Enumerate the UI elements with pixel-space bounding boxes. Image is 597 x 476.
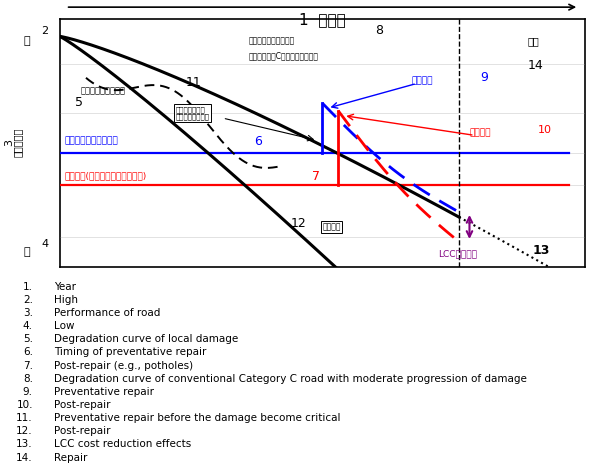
Text: 10: 10 [538, 125, 552, 135]
Text: 6.: 6. [23, 347, 33, 357]
Text: 2.: 2. [23, 295, 33, 305]
Text: 8: 8 [375, 24, 383, 37]
Text: Timing of preventative repair: Timing of preventative repair [54, 347, 206, 357]
Text: 13.: 13. [16, 439, 33, 449]
Text: 4.: 4. [23, 321, 33, 331]
Text: 局部損傷の劣化曲線: 局部損傷の劣化曲線 [81, 86, 126, 95]
Text: 7.: 7. [23, 360, 33, 370]
Text: Repair: Repair [54, 453, 87, 463]
Text: 損傷の進行が緩やかな: 損傷の進行が緩やかな [249, 37, 295, 46]
Text: Post-repair (e.g., potholes): Post-repair (e.g., potholes) [54, 360, 193, 370]
Text: 低: 低 [23, 247, 30, 257]
Text: LCC削減効果: LCC削減効果 [438, 250, 477, 258]
Text: 事後補修(ポットホール発生など): 事後補修(ポットホール発生など) [65, 171, 147, 180]
Text: 10.: 10. [16, 400, 33, 410]
Text: 事後補修: 事後補修 [469, 129, 491, 138]
Text: 道路の性能: 道路の性能 [13, 128, 23, 158]
Text: 14.: 14. [16, 453, 33, 463]
Text: Year: Year [54, 282, 76, 292]
Text: LCC cost reduction effects: LCC cost reduction effects [54, 439, 191, 449]
Text: 1.: 1. [23, 282, 33, 292]
Text: Preventative repair: Preventative repair [54, 387, 154, 397]
Text: Degradation curve of conventional Category C road with moderate progression of d: Degradation curve of conventional Catego… [54, 374, 527, 384]
Text: 修繕: 修繕 [527, 36, 539, 46]
Text: 8.: 8. [23, 374, 33, 384]
Text: 7: 7 [312, 170, 320, 183]
Text: 9: 9 [480, 71, 488, 84]
Text: Performance of road: Performance of road [54, 308, 160, 318]
Text: 11: 11 [186, 76, 202, 89]
Text: Preventative repair before the damage become critical: Preventative repair before the damage be… [54, 413, 340, 423]
Text: 5: 5 [75, 96, 84, 109]
Text: 予防補修のタイミング: 予防補修のタイミング [65, 136, 119, 145]
Text: 3.: 3. [23, 308, 33, 318]
Text: 事後補修: 事後補修 [322, 222, 341, 231]
Text: Post-repair: Post-repair [54, 426, 110, 436]
Text: Degradation curve of local damage: Degradation curve of local damage [54, 334, 238, 344]
Text: 11.: 11. [16, 413, 33, 423]
Text: 9.: 9. [23, 387, 33, 397]
Text: 4: 4 [41, 239, 48, 249]
Text: 2: 2 [41, 27, 48, 37]
Text: 致命的な損傷に
なる前に予防補修: 致命的な損傷に なる前に予防補修 [176, 106, 210, 120]
Text: 3: 3 [4, 139, 14, 146]
Text: Low: Low [54, 321, 74, 331]
Text: 一般的な分類Cの道路の劣化曲線: 一般的な分類Cの道路の劣化曲線 [249, 51, 319, 60]
Text: 高: 高 [23, 36, 30, 46]
Text: 6: 6 [254, 135, 262, 149]
Text: 14: 14 [527, 59, 543, 71]
Text: 12: 12 [291, 217, 307, 230]
Text: Post-repair: Post-repair [54, 400, 110, 410]
Text: 12.: 12. [16, 426, 33, 436]
Text: 予防補修: 予防補修 [412, 77, 433, 85]
Text: 5.: 5. [23, 334, 33, 344]
Text: High: High [54, 295, 78, 305]
Text: 1  経年数: 1 経年数 [299, 12, 346, 27]
Text: 13: 13 [533, 244, 550, 257]
